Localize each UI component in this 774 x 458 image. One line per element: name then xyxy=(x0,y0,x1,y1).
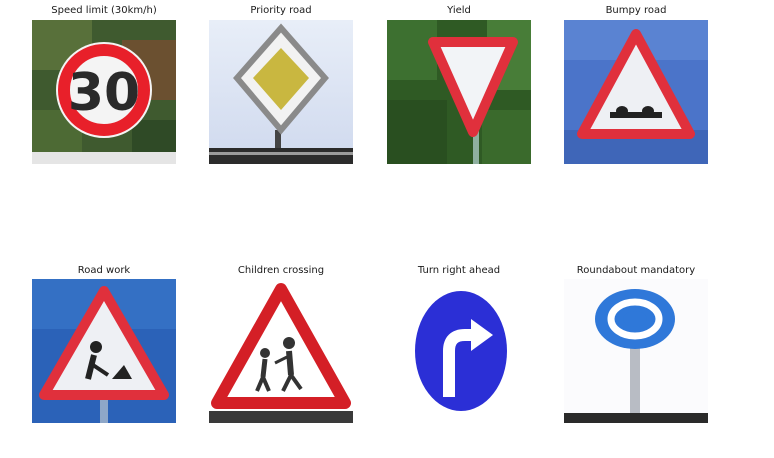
priority-road-sign-image xyxy=(209,20,353,164)
turn-right-ahead-sign-image xyxy=(387,279,531,423)
diamond-inner xyxy=(253,48,309,110)
road-work-sign-image xyxy=(32,279,176,423)
warning-triangle xyxy=(577,29,695,139)
bump-icon xyxy=(642,106,654,116)
panel-title: Priority road xyxy=(250,5,312,16)
bumpy-road-sign-image xyxy=(564,20,708,164)
panel-title: Road work xyxy=(77,265,131,276)
child-icon xyxy=(260,348,270,358)
children-crossing-sign-image xyxy=(209,279,353,423)
panel-title: Turn right ahead xyxy=(417,265,501,276)
panel-title: Children crossing xyxy=(237,265,325,276)
speed-limit-sign-image: 30 xyxy=(32,20,176,164)
arrow-right-icon xyxy=(443,329,473,397)
yield-sign-image xyxy=(387,20,531,164)
roundabout-sign-image xyxy=(564,279,708,423)
panel-title: Speed limit (30km/h) xyxy=(51,5,157,16)
bump-icon xyxy=(616,106,628,116)
panel-title: Roundabout mandatory xyxy=(576,265,696,276)
yield-triangle xyxy=(428,37,518,137)
sign-face xyxy=(56,42,152,138)
child-icon xyxy=(283,337,295,349)
panel-title: Yield xyxy=(447,5,471,16)
warning-triangle xyxy=(211,283,351,409)
warning-triangle xyxy=(39,286,169,400)
panel-title: Bumpy road xyxy=(605,5,667,16)
roundabout-arrows-icon xyxy=(607,298,663,340)
worker-icon xyxy=(90,341,102,353)
sign-disc xyxy=(415,291,507,411)
sign-rim xyxy=(58,44,150,136)
sign-number: 30 xyxy=(68,63,140,123)
